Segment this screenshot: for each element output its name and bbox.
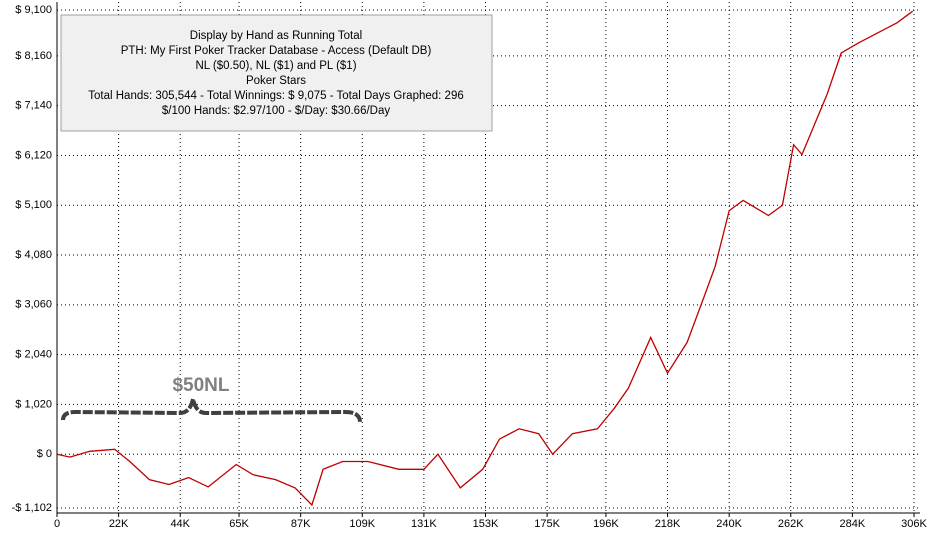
x-tick-label: 306K — [901, 518, 927, 530]
x-tick-label: 218K — [655, 518, 681, 530]
info-box-frame — [60, 14, 493, 132]
plot — [56, 10, 914, 507]
x-tick-label: 131K — [411, 518, 437, 530]
x-tick-label: 44K — [170, 518, 190, 530]
x-tick-label: 109K — [349, 518, 375, 530]
x-tick-label: 87K — [291, 518, 311, 530]
y-tick-label: $ 2,040 — [15, 349, 52, 361]
stake-label: $50NL — [172, 375, 229, 396]
info-line: NL ($0.50), NL ($1) and PL ($1) — [195, 60, 356, 72]
y-tick-label: $ 4,080 — [15, 249, 52, 261]
y-tick-label: $ 7,140 — [15, 100, 52, 112]
y-tick-label: $ 0 — [37, 448, 52, 460]
x-tick-label: 284K — [840, 518, 866, 530]
y-tick-label: -$ 1,102 — [12, 502, 52, 514]
x-tick-label: 196K — [593, 518, 619, 530]
info-line: Poker Stars — [246, 75, 306, 87]
x-tick-label: 153K — [473, 518, 499, 530]
stake-brace — [61, 398, 362, 423]
x-tick-label: 0 — [54, 518, 60, 530]
y-tick-label: $ 6,120 — [15, 149, 52, 161]
x-tick-label: 175K — [534, 518, 560, 530]
info-line: $/100 Hands: $2.97/100 - $/Day: $30.66/D… — [162, 105, 390, 117]
y-tick-label: $ 1,020 — [15, 398, 52, 410]
y-tick-label: $ 8,160 — [15, 50, 52, 62]
x-tick-label: 262K — [778, 518, 804, 530]
y-tick-label: $ 3,060 — [15, 299, 52, 311]
info-line: Display by Hand as Running Total — [190, 30, 362, 42]
y-tick-label: $ 5,100 — [15, 199, 52, 211]
info-line: Total Hands: 305,544 - Total Winnings: $… — [88, 90, 463, 102]
info-line: PTH: My First Poker Tracker Database - A… — [121, 45, 432, 57]
y-tick-label: $ 9,100 — [15, 4, 52, 16]
info-box: Display by Hand as Running Total PTH: My … — [60, 14, 493, 132]
x-tick-label: 240K — [716, 518, 742, 530]
x-tick-label: 22K — [109, 518, 129, 530]
series-line — [56, 10, 914, 507]
x-tick-label: 65K — [229, 518, 249, 530]
